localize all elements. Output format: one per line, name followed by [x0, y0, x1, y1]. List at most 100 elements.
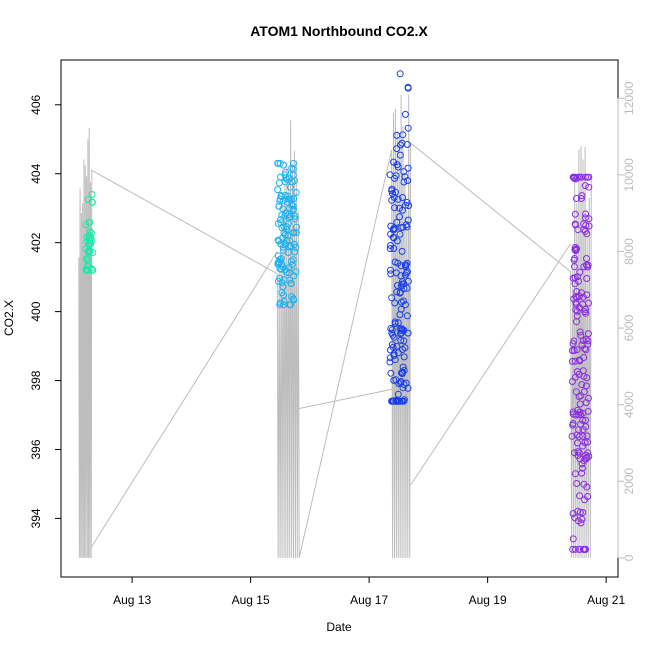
data-point	[397, 262, 405, 270]
y2-tick-label: 12000	[622, 81, 636, 115]
data-point	[393, 288, 401, 296]
data-point	[275, 258, 283, 266]
data-point	[390, 333, 398, 341]
data-point	[286, 195, 294, 203]
data-point	[577, 332, 585, 339]
data-point	[580, 480, 588, 488]
data-point	[577, 173, 585, 181]
data-point	[86, 231, 93, 239]
data-point	[575, 356, 583, 364]
data-point	[283, 268, 291, 276]
data-point	[277, 216, 285, 224]
data-point	[392, 188, 399, 196]
x-axis: Aug 13 Aug 15 Aug 17 Aug 19 Aug 21	[113, 576, 625, 607]
data-point	[293, 223, 300, 231]
data-point	[274, 159, 282, 167]
scatter-points	[82, 70, 593, 553]
data-point	[400, 353, 408, 361]
data-point	[394, 349, 402, 357]
data-point	[84, 256, 92, 264]
data-point	[397, 305, 405, 313]
data-point	[576, 408, 584, 416]
data-point	[404, 164, 412, 172]
data-point	[579, 426, 587, 434]
data-point	[391, 320, 399, 328]
data-point	[579, 509, 587, 516]
data-point	[582, 335, 590, 343]
data-point	[387, 325, 395, 332]
data-point	[401, 261, 409, 269]
data-point	[580, 220, 588, 228]
data-point	[393, 161, 401, 169]
data-point	[568, 432, 576, 440]
data-point	[89, 266, 97, 274]
data-point	[571, 243, 579, 251]
data-point	[573, 307, 581, 315]
data-point	[277, 192, 285, 199]
data-point	[274, 277, 282, 285]
data-point	[394, 195, 402, 203]
data-point	[278, 279, 286, 287]
data-point	[581, 305, 589, 313]
data-point	[397, 336, 405, 344]
data-point	[585, 299, 592, 307]
data-point	[399, 194, 406, 201]
data-point	[574, 448, 582, 456]
data-point	[578, 192, 586, 200]
data-point	[399, 368, 406, 376]
y-axis-left: 394 396 398 400 402 404 406	[29, 94, 62, 528]
y-tick-label: 398	[29, 370, 43, 390]
data-point	[571, 449, 578, 457]
data-point	[388, 294, 396, 302]
data-point	[402, 201, 409, 209]
data-point	[387, 346, 394, 354]
data-point	[388, 326, 396, 334]
data-point	[280, 223, 288, 231]
data-point	[582, 451, 590, 459]
data-point	[572, 306, 580, 314]
data-point	[386, 171, 394, 179]
y-tick-label: 396	[29, 439, 43, 459]
x-tick-label: Aug 13	[113, 593, 151, 607]
data-point	[288, 164, 296, 172]
data-point	[279, 246, 287, 254]
data-point	[568, 378, 576, 385]
data-point	[404, 277, 412, 285]
data-point	[581, 227, 589, 235]
data-point	[279, 205, 287, 213]
data-point	[584, 394, 592, 402]
data-point	[397, 378, 405, 385]
data-point	[569, 510, 577, 518]
data-point	[579, 432, 587, 440]
data-point	[404, 83, 412, 91]
data-point	[403, 284, 411, 292]
data-point	[401, 173, 409, 181]
data-point	[391, 204, 399, 212]
y2-tick-label: 8000	[622, 238, 636, 265]
y2-tick-label: 0	[622, 554, 636, 561]
data-point	[581, 496, 588, 504]
data-point	[571, 274, 579, 282]
data-point	[403, 223, 411, 231]
data-point	[289, 159, 297, 167]
data-point	[399, 325, 406, 333]
data-point	[572, 388, 580, 396]
data-point	[401, 344, 409, 352]
y2-tick-label: 6000	[622, 314, 636, 341]
data-point	[575, 433, 583, 441]
data-point	[584, 330, 592, 338]
data-point	[393, 131, 401, 139]
data-point	[287, 257, 295, 265]
data-point	[390, 234, 398, 242]
data-point	[579, 442, 587, 450]
data-point	[400, 367, 408, 374]
data-point	[287, 301, 294, 309]
data-point	[585, 183, 593, 191]
data-point	[569, 410, 577, 418]
secondary-connector	[299, 388, 392, 409]
data-point	[578, 381, 586, 389]
data-point	[388, 329, 396, 337]
data-point	[568, 347, 576, 354]
x-tick-label: Aug 17	[350, 593, 388, 607]
